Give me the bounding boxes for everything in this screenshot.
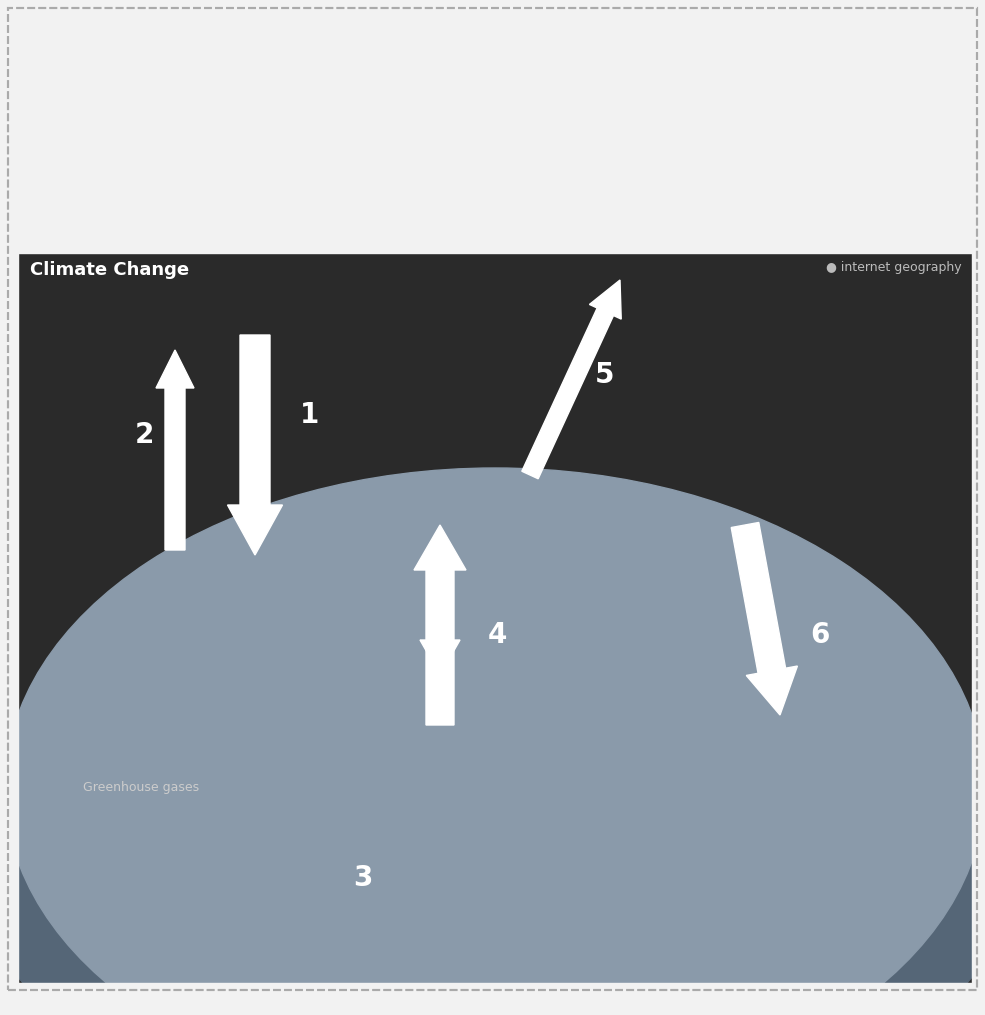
Text: 2: 2 (135, 421, 155, 449)
FancyArrow shape (228, 335, 283, 555)
Text: 6: 6 (810, 621, 829, 649)
FancyArrow shape (420, 585, 460, 675)
FancyArrow shape (522, 280, 622, 479)
Text: As greenhouse gases increase less energy escapes.: As greenhouse gases increase less energy… (92, 232, 491, 247)
Ellipse shape (5, 468, 985, 1015)
Text: Climate Change: Climate Change (30, 261, 189, 279)
FancyArrow shape (414, 525, 466, 725)
Bar (0, 987, 985, 1015)
Text: Increased greenhouse gases trap more of the reflected long wave
    energy which: Increased greenhouse gases trap more of … (92, 102, 599, 137)
Text: Some of the radiation (long-wave) is reflected.: Some of the radiation (long-wave) is ref… (92, 205, 449, 220)
Bar (0, 0, 18, 1015)
Text: 4: 4 (488, 621, 507, 649)
FancyArrow shape (731, 523, 798, 715)
Bar (18, 243, 972, 728)
Text: 1: 1 (300, 401, 319, 429)
Bar (972, 0, 985, 1015)
Text: Some energy is reflected by the atmosphere.: Some energy is reflected by the atmosphe… (92, 180, 439, 195)
Bar (0, 0, 985, 253)
Text: Some radiation is absorbed by the Earth's surface and warms it.: Some radiation is absorbed by the Earth'… (92, 152, 585, 167)
Text: Greenhouse gases: Greenhouse gases (83, 782, 199, 795)
Text: ● internet geography: ● internet geography (826, 261, 962, 274)
Bar (18, 253, 972, 983)
Text: Climate change: Climate change (20, 7, 183, 27)
Text: Match the statements below to the numbers on the diagram.: Match the statements below to the number… (20, 30, 554, 48)
Ellipse shape (0, 408, 985, 1015)
Bar (0, 1005, 985, 1015)
FancyArrow shape (156, 350, 194, 550)
Text: Solar radiation (short wave) passes through the greenhouse gases.: Solar radiation (short wave) passes thro… (92, 65, 608, 80)
Text: 3: 3 (354, 864, 372, 892)
Bar (0, 983, 985, 1015)
Text: 5: 5 (595, 361, 615, 389)
